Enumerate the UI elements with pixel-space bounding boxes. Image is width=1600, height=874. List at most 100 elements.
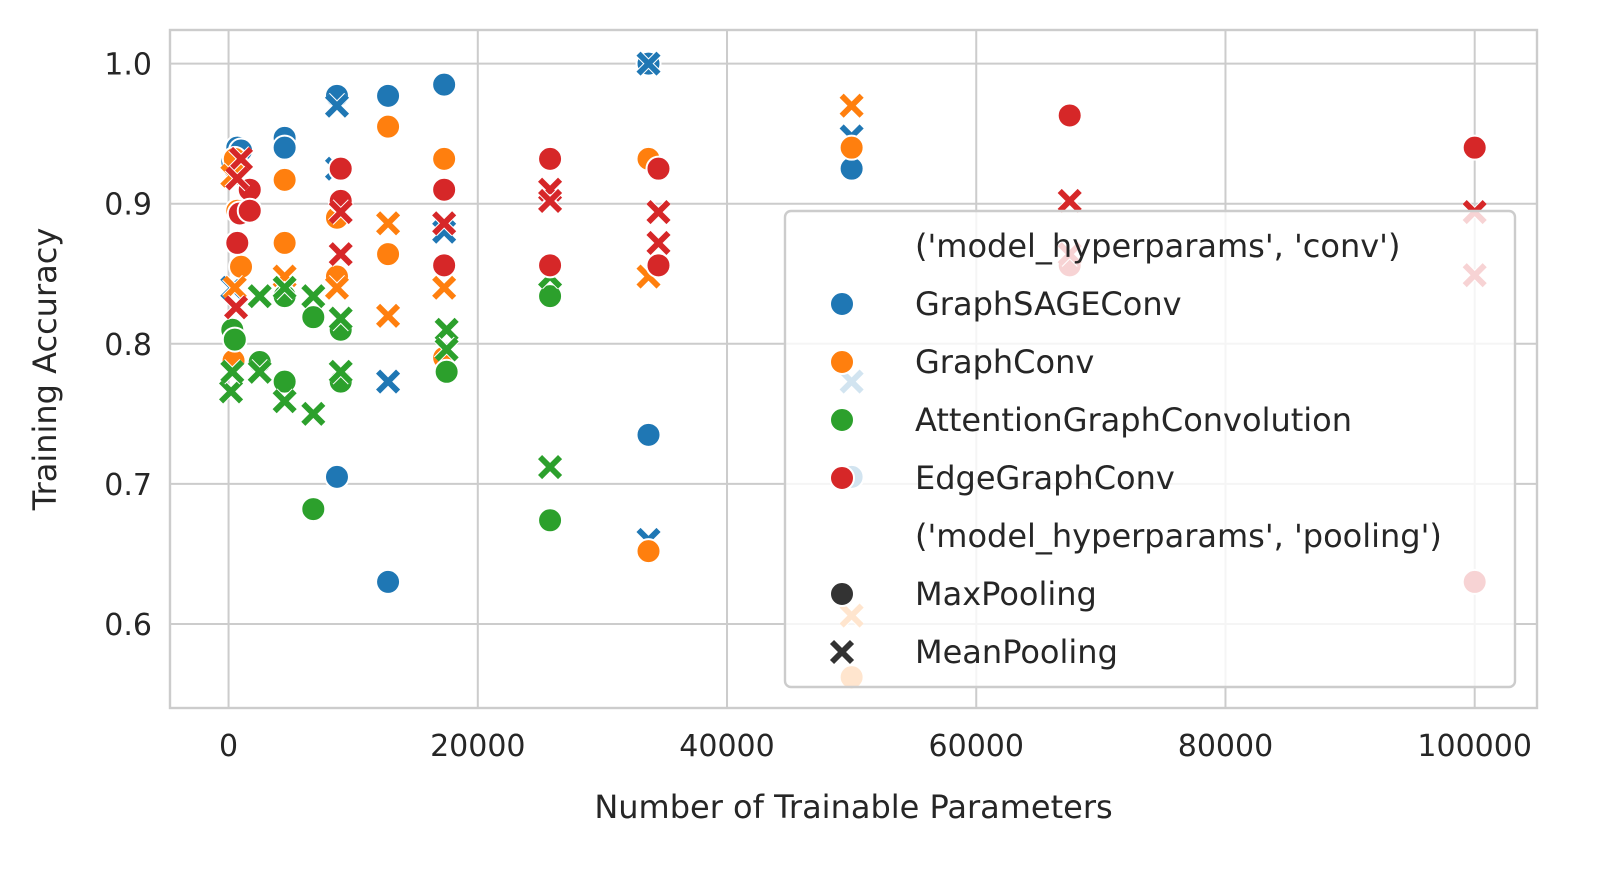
x-tick-label: 60000 bbox=[929, 729, 1024, 764]
data-point-meanpooling bbox=[635, 50, 662, 77]
data-point-maxpooling bbox=[375, 82, 402, 109]
data-point-maxpooling bbox=[271, 166, 298, 193]
data-point-meanpooling bbox=[246, 359, 273, 385]
legend-label: GraphConv bbox=[915, 343, 1094, 381]
data-point-maxpooling bbox=[375, 568, 402, 595]
data-point-maxpooling bbox=[375, 113, 402, 140]
y-tick-label: 0.8 bbox=[104, 328, 152, 363]
legend-label: MaxPooling bbox=[915, 575, 1097, 613]
data-point-meanpooling bbox=[324, 274, 350, 301]
data-point-meanpooling bbox=[327, 305, 354, 332]
data-point-meanpooling bbox=[431, 210, 457, 237]
data-point-meanpooling bbox=[222, 274, 248, 301]
data-point-meanpooling bbox=[223, 294, 249, 321]
data-point-meanpooling bbox=[838, 92, 865, 119]
data-point-maxpooling bbox=[537, 145, 564, 172]
legend-marker bbox=[829, 581, 855, 607]
y-tick-label: 0.9 bbox=[104, 188, 152, 223]
data-point-maxpooling bbox=[1461, 134, 1488, 161]
data-point-meanpooling bbox=[433, 317, 460, 343]
data-point-meanpooling bbox=[375, 368, 401, 395]
x-axis-ticks: 0 20000 40000 60000 80000 100000 bbox=[219, 729, 1532, 764]
legend-item: MaxPooling bbox=[829, 575, 1097, 613]
data-point-maxpooling bbox=[431, 71, 458, 98]
data-point-maxpooling bbox=[537, 252, 564, 279]
x-axis-label: Number of Trainable Parameters bbox=[594, 788, 1112, 826]
data-point-meanpooling bbox=[271, 274, 298, 301]
legend-box bbox=[783, 209, 1517, 689]
data-point-maxpooling bbox=[300, 304, 327, 331]
data-point-maxpooling bbox=[635, 421, 662, 448]
data-point-meanpooling bbox=[327, 241, 354, 267]
data-point-meanpooling bbox=[645, 199, 672, 225]
data-point-maxpooling bbox=[431, 145, 458, 172]
data-point-maxpooling bbox=[221, 326, 248, 353]
legend-item: AttentionGraphConvolution bbox=[829, 401, 1352, 439]
data-point-maxpooling bbox=[645, 155, 672, 182]
data-point-maxpooling bbox=[645, 252, 672, 279]
x-tick-label: 40000 bbox=[679, 729, 774, 764]
legend-marker bbox=[829, 407, 855, 433]
legend-label: GraphSAGEConv bbox=[915, 285, 1182, 323]
data-point-meanpooling bbox=[218, 378, 244, 405]
data-point-maxpooling bbox=[300, 496, 327, 523]
data-point-maxpooling bbox=[433, 358, 460, 385]
legend-marker bbox=[829, 349, 855, 375]
data-point-meanpooling bbox=[327, 199, 354, 225]
legend-hue-items: GraphSAGEConv GraphConv AttentionGraphConv… bbox=[829, 285, 1352, 497]
data-point-maxpooling bbox=[271, 368, 298, 395]
data-point-maxpooling bbox=[228, 253, 255, 280]
data-point-meanpooling bbox=[375, 303, 401, 329]
y-axis-label: Training Accuracy bbox=[26, 228, 64, 512]
legend-label: EdgeGraphConv bbox=[915, 459, 1175, 497]
data-point-meanpooling bbox=[537, 454, 563, 480]
data-point-maxpooling bbox=[323, 463, 350, 490]
legend-label: AttentionGraphConvolution bbox=[915, 401, 1352, 439]
data-point-maxpooling bbox=[375, 241, 402, 268]
data-point-meanpooling bbox=[1056, 188, 1083, 214]
data-point-maxpooling bbox=[1056, 102, 1083, 129]
data-point-meanpooling bbox=[324, 92, 350, 119]
data-point-meanpooling bbox=[219, 359, 246, 385]
data-point-maxpooling bbox=[537, 283, 564, 310]
legend-marker bbox=[829, 291, 855, 317]
data-point-maxpooling bbox=[224, 229, 251, 256]
data-point-maxpooling bbox=[431, 252, 458, 279]
data-point-maxpooling bbox=[431, 176, 458, 203]
series-EdgeGraphConv bbox=[223, 102, 1488, 595]
series-AttentionGraphConvolution bbox=[218, 263, 564, 534]
data-point-meanpooling bbox=[375, 210, 401, 237]
legend: ('model_hyperparams', 'conv') GraphSAGEC… bbox=[783, 209, 1517, 689]
data-point-meanpooling bbox=[228, 146, 254, 172]
legend-style-items: MaxPooling MeanPooling bbox=[829, 575, 1118, 671]
data-point-maxpooling bbox=[271, 229, 298, 256]
legend-style-title: ('model_hyperparams', 'pooling') bbox=[915, 517, 1442, 555]
data-point-maxpooling bbox=[537, 507, 564, 534]
data-point-meanpooling bbox=[327, 359, 354, 385]
data-point-meanpooling bbox=[271, 388, 298, 414]
y-tick-label: 1.0 bbox=[104, 48, 152, 83]
x-tick-label: 0 bbox=[219, 729, 238, 764]
legend-marker bbox=[829, 465, 855, 491]
x-tick-label: 20000 bbox=[430, 729, 525, 764]
x-tick-label: 100000 bbox=[1417, 729, 1532, 764]
data-point-meanpooling bbox=[246, 283, 273, 309]
data-points bbox=[218, 50, 1488, 691]
legend-item: MeanPooling bbox=[829, 633, 1118, 671]
data-point-meanpooling bbox=[431, 274, 457, 301]
data-point-maxpooling bbox=[271, 134, 298, 161]
data-point-maxpooling bbox=[635, 538, 662, 565]
legend-item: GraphSAGEConv bbox=[829, 285, 1182, 323]
data-point-meanpooling bbox=[645, 230, 672, 256]
data-point-maxpooling bbox=[236, 197, 263, 224]
data-point-maxpooling bbox=[327, 155, 354, 182]
legend-label: MeanPooling bbox=[915, 633, 1118, 671]
legend-item: EdgeGraphConv bbox=[829, 459, 1175, 497]
data-point-meanpooling bbox=[433, 336, 460, 363]
data-point-meanpooling bbox=[537, 188, 563, 214]
y-tick-label: 0.6 bbox=[104, 608, 152, 643]
legend-item: GraphConv bbox=[829, 343, 1094, 381]
x-tick-label: 80000 bbox=[1178, 729, 1273, 764]
data-point-maxpooling bbox=[838, 134, 865, 161]
plot-frame bbox=[168, 28, 1539, 710]
